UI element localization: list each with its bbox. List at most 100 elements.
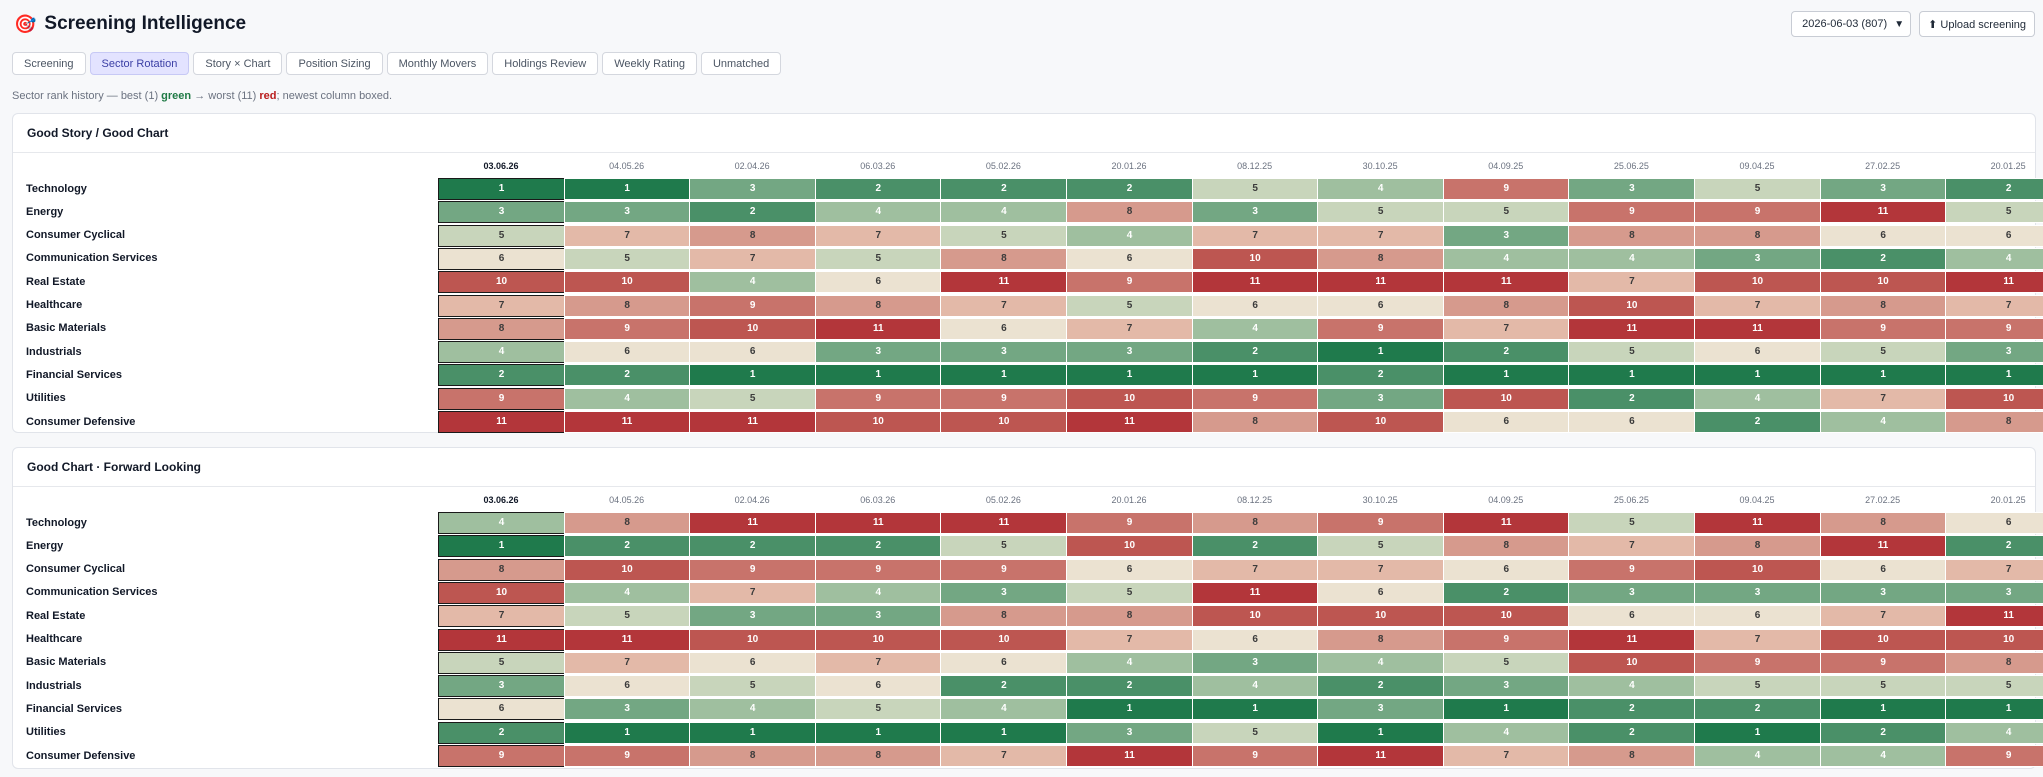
rank-cell: 1: [438, 535, 565, 558]
rank-cell: 2: [1568, 721, 1696, 744]
tab-screening[interactable]: Screening: [12, 52, 86, 75]
rank-cell: 5: [940, 224, 1068, 247]
sector-row-label: Basic Materials: [26, 656, 107, 669]
rank-cell: 7: [1066, 628, 1193, 651]
rank-cell: 11: [940, 512, 1068, 534]
rank-cell: 1: [438, 178, 565, 200]
column-date-header: 20.01.25: [1990, 161, 2026, 171]
rank-cell: 4: [1945, 247, 2043, 270]
rank-cell: 7: [940, 745, 1068, 767]
rank-cell: 6: [1066, 247, 1193, 270]
sector-row-label: Consumer Defensive: [26, 415, 136, 428]
rank-cell: 11: [1442, 271, 1570, 294]
rank-cell: 8: [1442, 535, 1570, 558]
column-date-header: 25.06.25: [1613, 161, 1649, 171]
target-icon: 🎯: [14, 13, 37, 34]
rank-cell: 9: [814, 387, 942, 410]
rank-cell: 5: [438, 651, 565, 674]
column-date-header: 08.12.25: [1237, 161, 1273, 171]
rank-cell: 5: [563, 247, 691, 270]
rank-cell: 1: [940, 364, 1068, 387]
rank-cell: 1: [814, 364, 942, 387]
tab-sector-rotation[interactable]: Sector Rotation: [89, 52, 190, 75]
panel-title: Good Story / Good Chart: [13, 114, 2035, 153]
screening-date-select[interactable]: 2026-06-03 (807) ▼: [1791, 11, 1912, 37]
rank-cell: 2: [1066, 178, 1193, 200]
tab-unmatched[interactable]: Unmatched: [700, 52, 782, 75]
rank-cell: 10: [689, 628, 817, 651]
tab-holdings-review[interactable]: Holdings Review: [492, 52, 599, 75]
rank-cell: 8: [1568, 745, 1696, 767]
rank-cell: 8: [1945, 411, 2043, 433]
upload-screening-button[interactable]: ⬆ Upload screening: [1919, 11, 2035, 37]
rank-cell: 8: [1066, 605, 1193, 628]
panel-good-story-good-chart: Good Story / Good Chart 03.06.26 04.05.26…: [12, 113, 2043, 433]
rank-cell: 5: [689, 387, 817, 410]
rank-cell: 5: [814, 698, 942, 721]
rank-cell: 1: [563, 178, 691, 200]
sector-row-label: Technology: [26, 182, 87, 195]
rank-cell: 6: [1819, 224, 1947, 247]
rank-cell: 5: [1066, 294, 1193, 317]
rank-cell: 8: [1442, 294, 1570, 317]
rank-cell: 6: [814, 675, 942, 698]
rank-cell: 1: [1945, 698, 2043, 721]
column-date-header: 04.09.25: [1488, 495, 1524, 505]
rank-cell: 4: [1694, 387, 1821, 410]
rank-cell: 4: [1066, 651, 1193, 674]
rank-cell: 11: [1694, 317, 1821, 340]
description-middle: → worst (11): [191, 90, 260, 102]
rank-cell: 7: [1191, 558, 1319, 581]
tab-story-chart[interactable]: Story × Chart: [193, 52, 283, 75]
rank-cell: 9: [563, 317, 691, 340]
rank-cell: 7: [1568, 535, 1696, 558]
rank-cell: 8: [1066, 201, 1193, 224]
rank-cell: 8: [563, 512, 691, 534]
rank-cell: 4: [940, 698, 1068, 721]
rank-cell: 5: [940, 535, 1068, 558]
sector-row-label: Utilities: [26, 392, 66, 405]
rank-cell: 5: [814, 247, 942, 270]
sector-row-label: Healthcare: [26, 299, 83, 311]
rank-cell: 3: [1694, 581, 1821, 604]
rank-cell: 3: [563, 201, 691, 224]
rank-cell: 4: [1066, 224, 1193, 247]
rank-cell: 2: [438, 364, 565, 387]
sector-row-label: Energy: [26, 539, 64, 552]
tab-weekly-rating[interactable]: Weekly Rating: [602, 52, 697, 75]
column-date-header: 27.02.25: [1865, 495, 1901, 505]
tab-position-sizing[interactable]: Position Sizing: [286, 52, 383, 75]
rank-cell: 3: [1191, 201, 1319, 224]
rank-cell: 8: [563, 294, 691, 317]
rank-cell: 4: [1819, 745, 1947, 767]
rank-cell: 10: [1945, 387, 2043, 410]
rank-cell: 7: [1317, 558, 1445, 581]
rank-cell: 9: [1694, 201, 1821, 224]
rank-cell: 3: [1694, 247, 1821, 270]
rank-cell: 7: [689, 581, 817, 604]
rank-cell: 3: [1317, 387, 1445, 410]
rank-cell: 5: [1945, 201, 2043, 224]
rank-cell: 2: [438, 721, 565, 744]
rank-cell: 2: [1442, 341, 1570, 364]
rank-cell: 7: [1694, 294, 1821, 317]
rank-cell: 11: [438, 628, 565, 651]
rank-cell: 5: [1442, 651, 1570, 674]
rank-cell: 10: [814, 628, 942, 651]
rank-cell: 4: [1191, 317, 1319, 340]
rank-cell: 6: [1568, 605, 1696, 628]
tab-monthly-movers[interactable]: Monthly Movers: [386, 52, 489, 75]
rank-cell: 9: [940, 558, 1068, 581]
rank-cell: 2: [1945, 178, 2043, 200]
rank-cell: 9: [1317, 317, 1445, 340]
rank-cell: 11: [1568, 317, 1696, 340]
rank-cell: 10: [1317, 605, 1445, 628]
rank-cell: 9: [814, 558, 942, 581]
column-date-header: 04.05.26: [609, 161, 645, 171]
rank-cell: 9: [563, 745, 691, 767]
rank-cell: 1: [1819, 698, 1947, 721]
rank-cell: 4: [563, 581, 691, 604]
rank-cell: 9: [689, 558, 817, 581]
rank-cell: 2: [1568, 698, 1696, 721]
column-date-header: 06.03.26: [860, 495, 896, 505]
